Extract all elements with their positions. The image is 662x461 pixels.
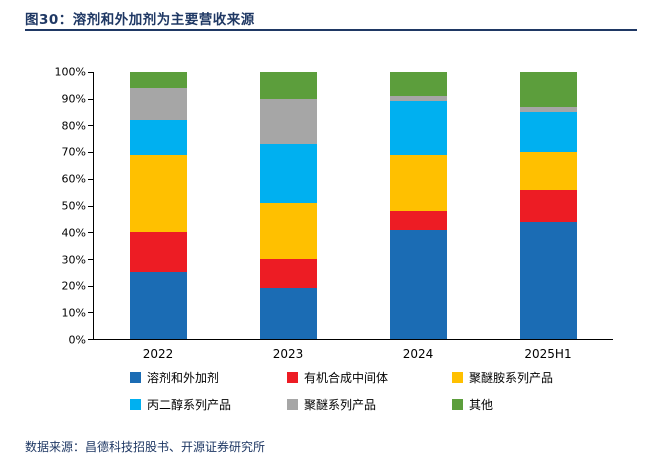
legend-swatch <box>287 399 298 410</box>
x-axis-label: 2025H1 <box>524 347 572 361</box>
x-axis-label: 2024 <box>402 347 434 361</box>
bar-2025H1 <box>519 72 577 339</box>
y-axis-tickmark <box>88 152 94 154</box>
legend-item-polyether: 聚醚系列产品 <box>287 396 452 413</box>
legend-swatch <box>452 372 463 383</box>
legend-label: 有机合成中间体 <box>304 371 389 385</box>
bar-2024 <box>389 72 447 339</box>
figure-header: 图30：溶剂和外加剂为主要营收来源 <box>25 8 255 28</box>
y-axis-tickmark <box>88 178 94 180</box>
legend-item-organic-intermediates: 有机合成中间体 <box>287 369 452 386</box>
bar-segment-organic-intermediates <box>260 258 318 289</box>
legend-item-polyetheramine: 聚醚胺系列产品 <box>452 369 553 386</box>
legend: 溶剂和外加剂 有机合成中间体 聚醚胺系列产品丙二醇系列产品 聚醚系列产品 其他 <box>130 369 553 413</box>
bar-segment-polyetheramine <box>260 202 318 259</box>
y-axis-tickmark <box>88 339 94 340</box>
bar-segment-others <box>260 72 318 99</box>
y-axis-tick-label: 90% <box>61 92 86 106</box>
y-axis-tick-label: 10% <box>61 306 86 320</box>
source-note: 数据来源：昌德科技招股书、开源证券研究所 <box>25 440 266 454</box>
bar-segment-others <box>130 72 188 89</box>
y-axis-tickmark <box>88 98 94 100</box>
bar-segment-propylene-glycol <box>130 120 188 155</box>
bar-segment-polyether <box>130 88 188 121</box>
y-axis-tickmark <box>88 312 94 314</box>
legend-swatch <box>452 399 463 410</box>
bar-segment-organic-intermediates <box>519 189 577 222</box>
y-axis-tickmark <box>88 285 94 287</box>
title-underline <box>25 29 637 31</box>
bar-segment-polyether <box>260 98 318 145</box>
y-axis-tickmark <box>88 205 94 207</box>
bar-segment-solvents-admixtures <box>389 229 447 339</box>
bar-2023 <box>260 72 318 339</box>
figure-label: 图30： <box>25 12 73 28</box>
y-axis-tick-label: 30% <box>61 253 86 267</box>
y-axis-tick-label: 70% <box>61 145 86 159</box>
legend-label: 聚醚胺系列产品 <box>469 371 554 385</box>
legend-swatch <box>130 399 141 410</box>
bar-segment-propylene-glycol <box>389 101 447 155</box>
bar-segment-propylene-glycol <box>260 144 318 203</box>
y-axis-tick-label: 100% <box>54 65 86 79</box>
legend-swatch <box>130 372 141 383</box>
y-axis-tickmark <box>88 232 94 234</box>
y-axis-tick-label: 80% <box>61 119 86 133</box>
x-axis-label: 2023 <box>272 347 304 361</box>
bar-segment-solvents-admixtures <box>130 272 188 339</box>
bar-segment-solvents-admixtures <box>519 221 577 339</box>
bar-segment-solvents-admixtures <box>260 288 318 339</box>
y-axis: 100% 90% 80% 70% 60% 50% 40% 30% 20% 10% 0% <box>16 66 86 347</box>
legend-label: 溶剂和外加剂 <box>147 371 220 385</box>
legend-label: 其他 <box>469 398 494 412</box>
y-axis-tickmark <box>88 72 94 73</box>
y-axis-tick-label: 50% <box>61 199 86 213</box>
y-axis-tickmark <box>88 258 94 260</box>
y-axis-tick-label: 40% <box>61 226 86 240</box>
legend-swatch <box>287 372 298 383</box>
y-axis-tick-label: 60% <box>61 172 86 186</box>
bar-segment-others <box>389 72 447 97</box>
legend-label: 丙二醇系列产品 <box>147 398 232 412</box>
bar-segment-polyetheramine <box>519 152 577 190</box>
y-axis-tick-label: 0% <box>68 333 86 347</box>
bar-segment-organic-intermediates <box>389 210 447 230</box>
bar-segment-polyetheramine <box>130 154 188 233</box>
legend-label: 聚醚系列产品 <box>304 398 377 412</box>
figure-title: 溶剂和外加剂为主要营收来源 <box>72 12 255 28</box>
y-axis-tick-label: 20% <box>61 279 86 293</box>
bar-segment-others <box>519 72 577 107</box>
bar-segment-polyether <box>519 106 577 113</box>
legend-item-others: 其他 <box>452 396 553 413</box>
bar-segment-polyetheramine <box>389 154 447 211</box>
y-axis-tickmark <box>88 125 94 127</box>
bar-segment-organic-intermediates <box>130 232 188 273</box>
legend-item-solvents-admixtures: 溶剂和外加剂 <box>130 369 287 386</box>
bar-segment-polyether <box>389 96 447 102</box>
x-axis-labels: 2022 2023 2024 2025H1 <box>93 347 613 361</box>
legend-item-propylene-glycol: 丙二醇系列产品 <box>130 396 287 413</box>
x-axis-label: 2022 <box>142 347 174 361</box>
plot-area <box>88 72 613 340</box>
bar-segment-propylene-glycol <box>519 112 577 153</box>
bar-2022 <box>130 72 188 339</box>
